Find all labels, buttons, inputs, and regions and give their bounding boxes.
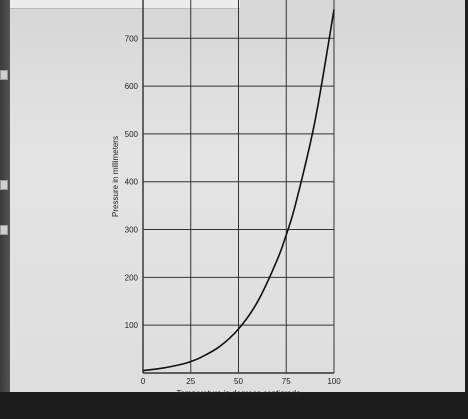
y-tick-label: 400 — [125, 178, 139, 187]
x-tick-label: 100 — [327, 377, 341, 386]
chart-grid — [142, 0, 335, 374]
tick-labels: 0 25 50 75 100 100 200 300 400 500 600 700 — [125, 34, 342, 386]
document-page — [10, 0, 465, 392]
y-tick-label: 200 — [125, 273, 139, 282]
y-tick-label: 500 — [125, 130, 139, 139]
edge-handle[interactable] — [0, 225, 8, 235]
y-tick-label: 300 — [125, 226, 139, 235]
x-tick-label: 75 — [282, 377, 291, 386]
x-tick-label: 50 — [234, 377, 243, 386]
edge-handle[interactable] — [0, 180, 8, 190]
bottom-bar — [0, 392, 468, 419]
x-tick-label: 25 — [186, 377, 195, 386]
y-tick-label: 700 — [125, 34, 139, 43]
edge-handle[interactable] — [0, 70, 8, 80]
pressure-curve — [142, 9, 335, 372]
x-axis-label: Temperature in degrees centigrade — [176, 389, 301, 398]
y-tick-label: 600 — [125, 82, 139, 91]
y-axis-label: Pressure in millimeters — [111, 136, 120, 217]
left-window-edge — [0, 0, 10, 419]
y-tick-label: 100 — [125, 321, 139, 330]
page-top-strip — [10, 0, 240, 9]
x-tick-label: 0 — [141, 377, 146, 386]
